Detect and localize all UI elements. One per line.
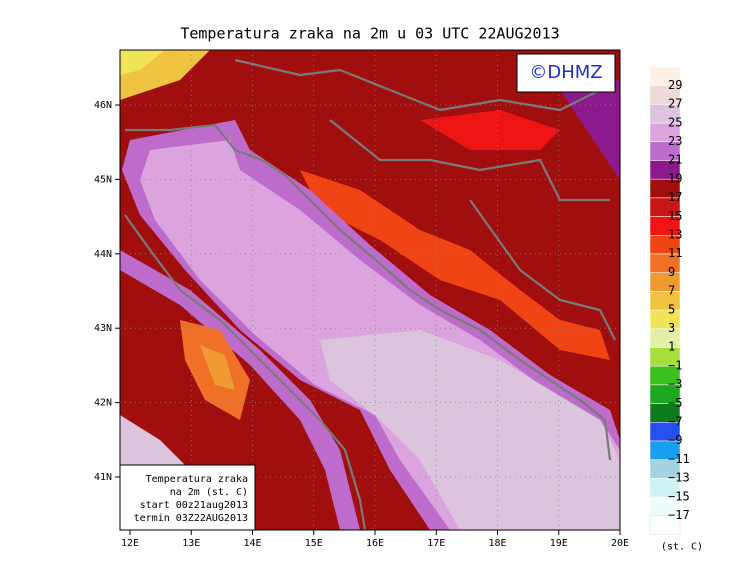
colorbar: 29 27 25 23 21 19 17 15 13 11 9 7 5 3 1 −1 −3 −5 −7 −9 −11 −1…: [649, 66, 703, 553]
colorbar-label: −15: [668, 489, 690, 503]
lon-label: 20E: [611, 538, 629, 549]
lon-label: 12E: [121, 538, 139, 549]
lat-label: 45N: [94, 174, 112, 185]
border: [329, 119, 610, 202]
graticule: 12E 13E 14E 15E 16E 17E 18E 19E 20E 46N 45N 44N 43N 4…: [94, 50, 629, 549]
lon-label: 14E: [243, 538, 261, 549]
colorbar-label: 7: [668, 284, 675, 298]
map-frame: [119, 49, 621, 531]
colorbar-label: 13: [668, 227, 682, 241]
colorbar-box: [649, 291, 681, 311]
colorbar-label: −3: [668, 377, 682, 391]
lon-label: 13E: [182, 538, 200, 549]
lon-label: 19E: [550, 538, 568, 549]
info-box: [119, 464, 256, 531]
colorbar-box: [649, 272, 681, 292]
colorbar-label: −13: [668, 471, 690, 485]
cold-patch: [120, 50, 165, 75]
colorbar-box: [649, 515, 681, 535]
colorbar-label: 17: [668, 190, 682, 204]
colorbar-label: 9: [668, 265, 675, 279]
colorbar-label: 5: [668, 302, 675, 316]
lon-label: 16E: [366, 538, 384, 549]
colorbar-label: 15: [668, 209, 682, 223]
colorbar-label: 1: [668, 340, 675, 354]
colorbar-label: 27: [668, 97, 682, 111]
colorbar-label: 3: [668, 321, 675, 335]
info-line: start 00z21aug2013: [140, 500, 248, 511]
colorbar-label: 19: [668, 171, 682, 185]
sea-field: [320, 330, 620, 530]
copyright-box: [516, 53, 616, 93]
lat-label: 43N: [94, 323, 112, 334]
info-lines: Temperatura zraka na 2m (st. C) start 00z2…: [134, 474, 248, 524]
lat-label: 41N: [94, 472, 112, 483]
coastline: [124, 214, 367, 530]
colorbar-label: −17: [668, 508, 690, 522]
warm-band: [300, 170, 610, 360]
lat-label: 46N: [94, 100, 112, 111]
colorbar-label: 23: [668, 134, 682, 148]
border: [469, 199, 616, 341]
warm-band: [420, 110, 560, 150]
info-line: Temperatura zraka: [146, 474, 248, 485]
coastline: [125, 123, 612, 461]
colorbar-unit: (st. C): [661, 542, 703, 553]
colorbar-label: −11: [668, 452, 690, 466]
colorbar-label: −1: [668, 358, 682, 372]
colorbar-label: 21: [668, 153, 682, 167]
colorbar-label: 25: [668, 115, 682, 129]
lon-label: 18E: [488, 538, 506, 549]
info-line: na 2m (st. C): [170, 487, 248, 498]
colorbar-label: −7: [668, 414, 682, 428]
colorbar-label: 11: [668, 246, 682, 260]
lat-label: 42N: [94, 398, 112, 409]
map-title: Temperatura zraka na 2m u 03 UTC 22AUG20…: [180, 25, 559, 43]
colorbar-label: −9: [668, 433, 682, 447]
lat-label: 44N: [94, 249, 112, 260]
colorbar-box: [649, 309, 681, 330]
copyright: ©DHMZ: [529, 62, 602, 83]
temperature-field: [120, 50, 620, 530]
italy-warm: [200, 345, 235, 390]
colorbar-label: −5: [668, 396, 682, 410]
colorbar-box: [649, 328, 681, 348]
colorbar-label: 29: [668, 78, 682, 92]
border: [234, 58, 601, 112]
lon-label: 15E: [305, 538, 323, 549]
info-line: termin 03Z22AUG2013: [134, 513, 248, 524]
lon-label: 17E: [427, 538, 445, 549]
